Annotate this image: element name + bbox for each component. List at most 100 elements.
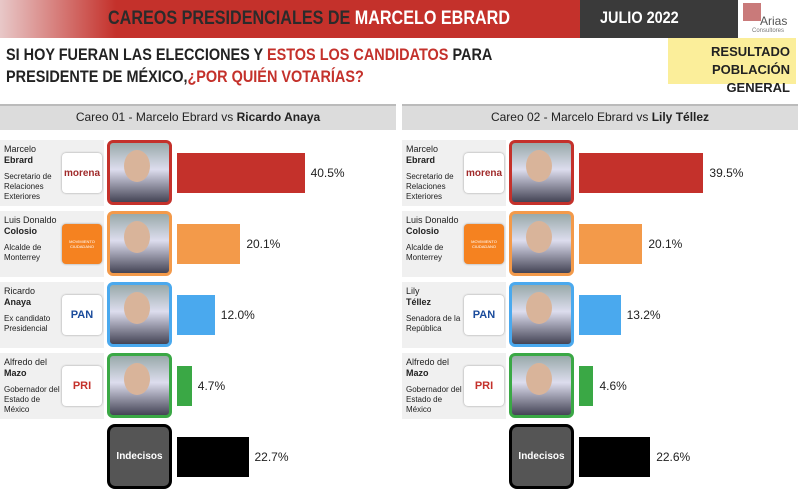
first-name: Alfredo del — [406, 357, 450, 367]
role: Exteriores — [4, 192, 41, 201]
role: Gobernador del — [406, 385, 462, 394]
first-name: Luis Donaldo — [406, 215, 459, 225]
last-name: Mazo — [406, 368, 429, 378]
role: Relaciones — [406, 182, 446, 191]
last-name: Téllez — [406, 297, 432, 307]
last-name: Anaya — [4, 297, 32, 307]
role: Monterrey — [4, 253, 41, 262]
panel-title-text: Careo 02 - Marcelo Ebrard vs — [490, 110, 649, 124]
party-logo: morena — [464, 153, 504, 193]
role: Estado de — [406, 395, 443, 404]
last-name: Ebrard — [406, 155, 436, 165]
value-label: 20.1% — [246, 237, 281, 251]
title: CAREOS PRESIDENCIALES DE MARCELO EBRARD — [108, 8, 510, 30]
q1: SI HOY FUERAN LAS ELECCIONES Y — [6, 45, 263, 64]
role: Secretario de — [406, 172, 454, 181]
role: Alcalde de — [406, 243, 444, 252]
party-logo: MOVIMIENTO CIUDADANO — [62, 224, 102, 264]
value-label: 4.7% — [197, 379, 226, 393]
bar — [579, 366, 594, 406]
bar — [579, 295, 621, 335]
bar — [579, 437, 651, 477]
role: Presidencial — [4, 324, 48, 333]
panel-title: Careo 01 - Marcelo Ebrard vs Ricardo Ana… — [0, 110, 396, 124]
value-label: 13.2% — [626, 308, 661, 322]
bar — [177, 153, 305, 193]
q2: ESTOS LOS CANDIDATOS — [266, 45, 449, 64]
photo-face — [526, 363, 552, 395]
party-logo: MOVIMIENTO CIUDADANO — [464, 224, 504, 264]
q4: PRESIDENTE DE MÉXICO, — [6, 67, 188, 86]
bar — [177, 224, 241, 264]
value-label: 39.5% — [709, 166, 744, 180]
bar — [177, 295, 215, 335]
q5: ¿POR QUIÉN VOTARÍAS? — [187, 67, 364, 86]
party-logo: morena — [62, 153, 102, 193]
role: México — [406, 405, 432, 414]
bar — [579, 224, 643, 264]
first-name: Lily — [406, 286, 420, 296]
bar — [177, 366, 192, 406]
title-name: MARCELO EBRARD — [354, 8, 510, 29]
last-name: Colosio — [406, 226, 439, 236]
photo — [509, 353, 574, 418]
role: Estado de — [4, 395, 41, 404]
photo-face — [526, 221, 552, 253]
first-name: Luis Donaldo — [4, 215, 57, 225]
photo-face — [124, 150, 150, 182]
role: Ex candidato — [4, 314, 51, 323]
title-bar — [0, 0, 580, 38]
value-label: 22.6% — [656, 450, 691, 464]
undecided-box: Indecisos — [509, 424, 574, 489]
photo-face — [526, 150, 552, 182]
party-logo: PRI — [62, 366, 102, 406]
last-name: Ebrard — [4, 155, 34, 165]
date: JULIO 2022 — [600, 8, 679, 27]
q3: PARA — [452, 45, 493, 64]
last-name: Colosio — [4, 226, 37, 236]
date-bar — [580, 0, 738, 38]
panel-header — [0, 104, 396, 130]
bar — [579, 153, 704, 193]
photo-face — [124, 292, 150, 324]
value-label: 4.6% — [599, 379, 627, 393]
first-name: Marcelo — [406, 144, 439, 154]
photo-face — [526, 292, 552, 324]
last-name: Mazo — [4, 368, 27, 378]
first-name: Ricardo — [4, 286, 36, 296]
undecided-box: Indecisos — [107, 424, 172, 489]
value-label: 22.7% — [254, 450, 289, 464]
question: SI HOY FUERAN LAS ELECCIONES Y ESTOS LOS… — [6, 44, 492, 88]
party-logo: PAN — [62, 295, 102, 335]
role: Relaciones — [4, 182, 44, 191]
logo-sub: Consultores — [752, 28, 785, 34]
role: Alcalde de — [4, 243, 42, 252]
panel-header — [402, 104, 798, 130]
role: Gobernador del — [4, 385, 60, 394]
bar — [177, 437, 249, 477]
panel-title: Careo 02 - Marcelo Ebrard vs Lily Téllez — [402, 110, 798, 124]
party-logo: PAN — [464, 295, 504, 335]
value-label: 20.1% — [648, 237, 683, 251]
value-label: 40.5% — [310, 166, 345, 180]
panel-title-text: Careo 01 - Marcelo Ebrard vs — [75, 110, 234, 124]
photo-face — [124, 221, 150, 253]
first-name: Marcelo — [4, 144, 37, 154]
logo-icon — [743, 3, 761, 21]
role: Monterrey — [406, 253, 443, 262]
panel-title-bold: Ricardo Anaya — [236, 110, 321, 124]
panel-title-bold: Lily Téllez — [651, 110, 710, 124]
logo-text: Arias — [760, 14, 788, 28]
first-name: Alfredo del — [4, 357, 48, 367]
value-label: 12.0% — [220, 308, 255, 322]
badge: RESULTADO POBLACIÓN GENERAL — [668, 38, 796, 95]
photo-face — [124, 363, 150, 395]
party-logo: PRI — [464, 366, 504, 406]
role: Exteriores — [406, 192, 443, 201]
title-text: CAREOS PRESIDENCIALES DE — [108, 8, 351, 29]
badge-line2: POBLACIÓN GENERAL — [712, 62, 790, 95]
role: México — [4, 405, 30, 414]
role: República — [406, 324, 442, 333]
badge-line1: RESULTADO — [711, 44, 790, 59]
